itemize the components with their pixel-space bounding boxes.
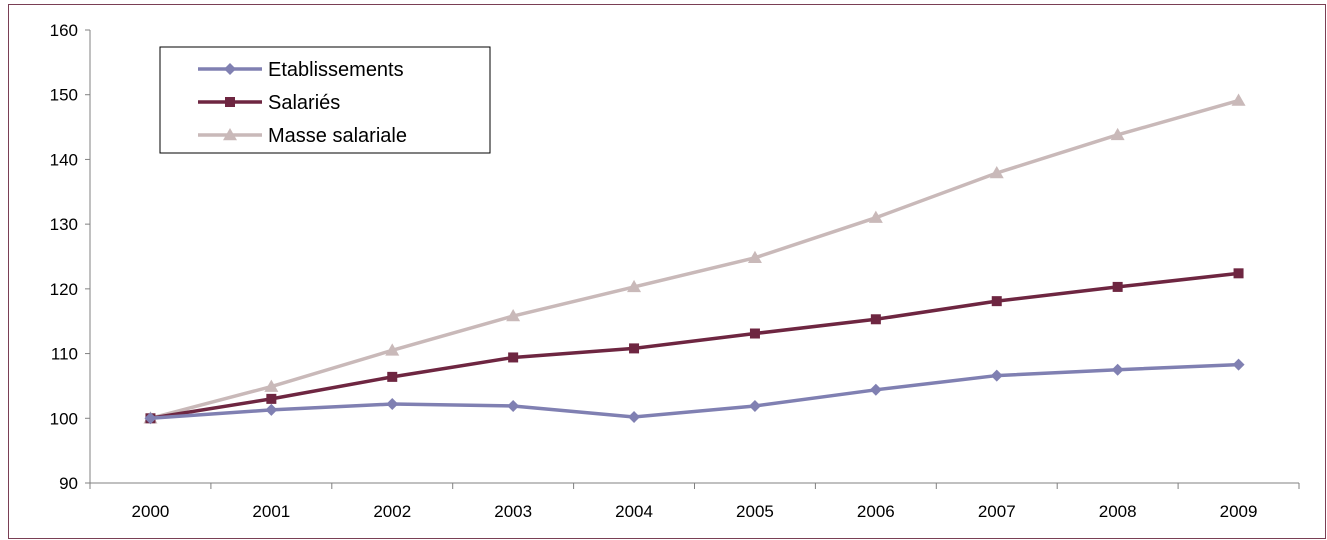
data-point: [1231, 93, 1246, 106]
y-tick-label: 130: [50, 215, 78, 234]
x-tick-label: 2009: [1220, 502, 1258, 521]
y-tick-label: 90: [59, 474, 78, 493]
data-point: [385, 343, 400, 356]
y-tick-label: 100: [50, 409, 78, 428]
legend-label: Etablissements: [268, 59, 404, 81]
x-tick-label: 2002: [373, 502, 411, 521]
data-point: [1111, 363, 1124, 376]
legend-label: Masse salariale: [268, 125, 407, 147]
data-point: [507, 399, 520, 412]
data-point: [989, 166, 1004, 179]
x-tick-label: 2006: [857, 502, 895, 521]
series-line: [150, 362, 1239, 421]
legend-marker: [225, 97, 235, 107]
y-tick-label: 160: [50, 21, 78, 40]
x-tick-label: 2005: [736, 502, 774, 521]
legend-marker: [224, 63, 236, 75]
series-layer: [143, 93, 1246, 425]
y-tick-label: 110: [51, 345, 78, 364]
x-tick-label: 2008: [1099, 502, 1137, 521]
y-tick-label: 120: [50, 280, 78, 299]
series-line: [150, 271, 1239, 421]
data-point: [386, 398, 399, 411]
legend-label: Salariés: [268, 92, 340, 114]
data-point: [506, 309, 521, 322]
axes: 90 100 110 120 130 140 150 160 2000 2001 2002 2003 2…: [50, 21, 1300, 521]
data-point: [748, 399, 761, 412]
data-point: [1112, 281, 1123, 292]
data-point: [1110, 127, 1125, 141]
data-point: [991, 296, 1002, 307]
x-tick-label: 2004: [615, 502, 653, 521]
x-tick-label: 2000: [132, 502, 170, 521]
series-2: [143, 93, 1246, 424]
y-tick-label: 150: [50, 86, 78, 105]
data-point: [990, 369, 1003, 382]
legend: Etablissements Salariés Masse salariale: [159, 46, 491, 154]
series-1: [145, 268, 1244, 424]
data-point: [869, 383, 882, 396]
data-point: [508, 352, 519, 363]
x-tick-label: 2007: [978, 502, 1016, 521]
data-point: [264, 379, 279, 392]
data-point: [628, 410, 641, 423]
data-point: [387, 371, 398, 382]
data-point: [747, 250, 762, 264]
data-point: [627, 279, 642, 293]
x-tick-label: 2001: [252, 502, 290, 521]
data-point: [1232, 358, 1245, 371]
data-point: [1233, 268, 1244, 279]
data-point: [144, 412, 157, 425]
data-point: [749, 328, 760, 339]
y-tick-label: 140: [50, 150, 78, 169]
data-point: [266, 393, 277, 404]
legend-marker: [223, 128, 237, 141]
data-point: [629, 343, 640, 354]
series-line: [150, 98, 1240, 420]
data-point: [265, 403, 278, 416]
data-point: [868, 210, 883, 223]
series-0: [144, 358, 1245, 425]
x-tick-label: 2003: [494, 502, 532, 521]
data-point: [870, 314, 881, 325]
